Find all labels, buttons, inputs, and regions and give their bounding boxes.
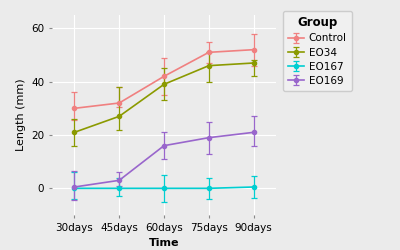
- Legend: Control, EO34, EO167, EO169: Control, EO34, EO167, EO169: [283, 11, 352, 91]
- Y-axis label: Length (mm): Length (mm): [16, 79, 26, 151]
- X-axis label: Time: Time: [149, 238, 179, 248]
